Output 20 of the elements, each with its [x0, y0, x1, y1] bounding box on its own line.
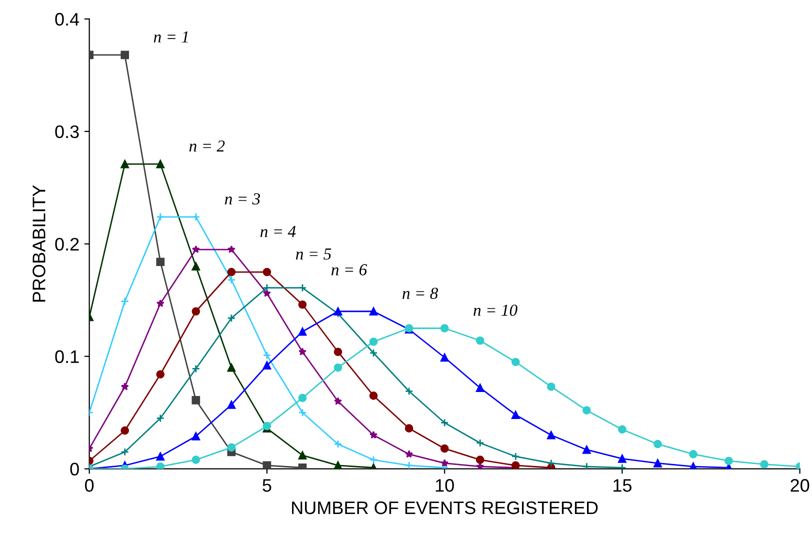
x-tick-label: 5 — [262, 479, 272, 492]
x-tick-label: 15 — [614, 479, 632, 492]
series-label: n = 5 — [296, 248, 332, 260]
y-tick-label: 0.2 — [55, 238, 79, 251]
series-label: n = 2 — [189, 140, 225, 152]
x-tick-label: 20 — [790, 479, 810, 492]
series-label: n = 4 — [260, 226, 296, 237]
series-label: n = 1 — [154, 31, 188, 42]
y-tick-label: 0.3 — [55, 125, 79, 138]
x-axis-title: NUMBER OF EVENTS REGISTERED — [292, 501, 598, 514]
series-label: n = 8 — [402, 288, 438, 299]
series-label: n = 3 — [224, 193, 260, 205]
y-tick-label: 0.4 — [55, 12, 80, 26]
x-tick-label: 10 — [436, 479, 454, 492]
y-tick-label: 0 — [70, 462, 79, 476]
y-axis-title: PROBABILITY — [32, 185, 46, 302]
y-tick-label: 0.1 — [55, 350, 79, 364]
series-label: n = 10 — [474, 304, 518, 316]
series-label: n = 6 — [331, 264, 368, 276]
x-tick-label: 0 — [85, 479, 94, 492]
